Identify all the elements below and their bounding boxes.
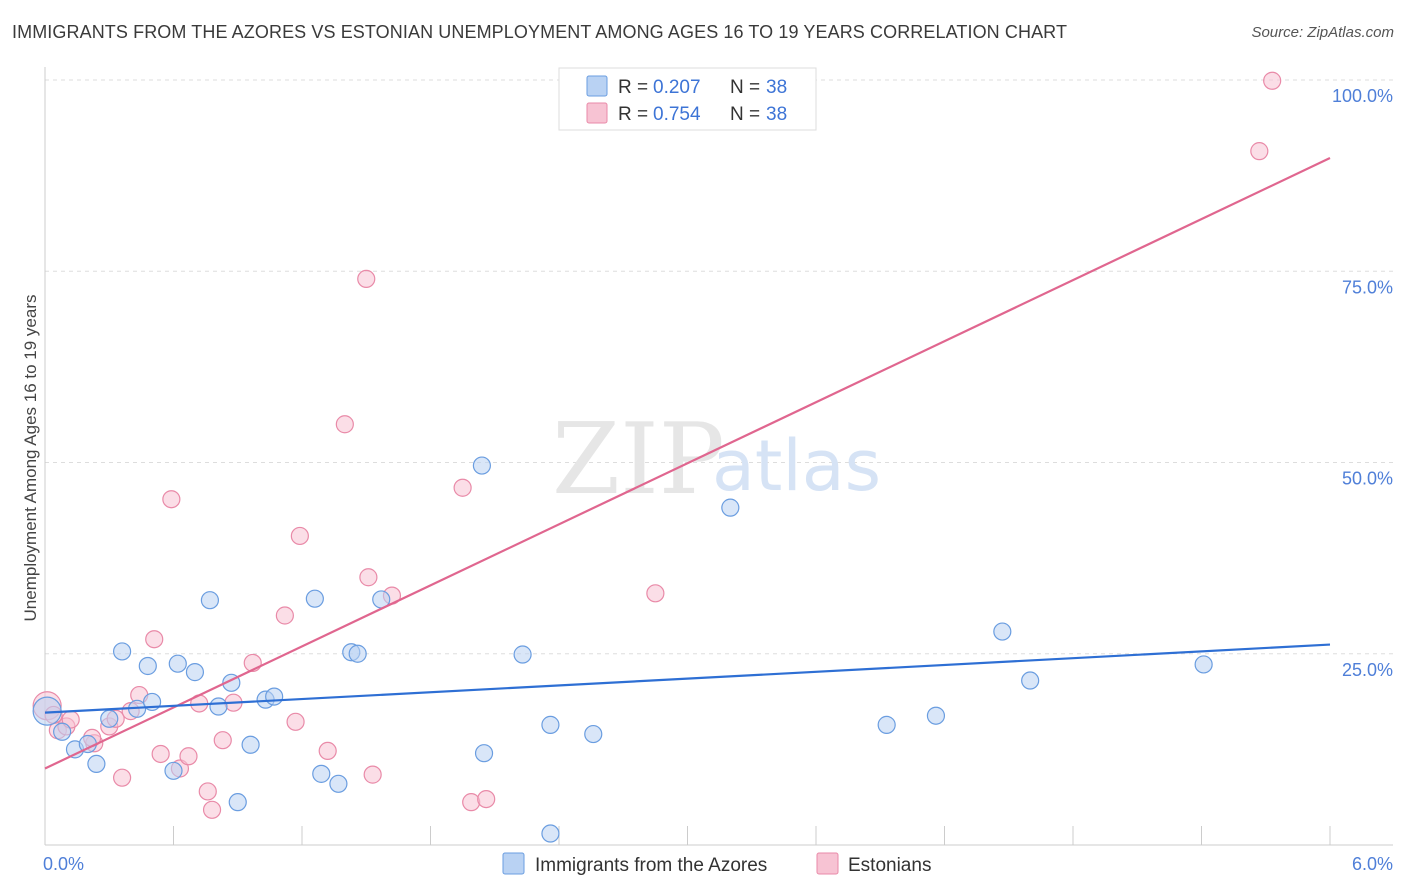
azores-point-6	[112, 642, 132, 661]
azores-point-20	[305, 589, 324, 608]
series-swatch-estonians	[816, 852, 839, 875]
estonians-point-11	[151, 744, 170, 764]
chart-title: IMMIGRANTS FROM THE AZORES VS ESTONIAN U…	[12, 22, 1068, 42]
azores-point-29	[541, 824, 560, 843]
legend-r-label-azores: R =	[618, 77, 648, 98]
azores-point-33	[877, 715, 896, 734]
legend-n-label-estonians: N =	[730, 104, 760, 125]
watermark-atlas: atlas	[712, 425, 881, 507]
azores-point-16	[228, 793, 247, 812]
estonians-point-17	[202, 800, 222, 819]
estonians-point-25	[335, 415, 354, 434]
estonians-point-31	[462, 793, 481, 812]
azores-point-5	[100, 709, 119, 728]
y-axis-label: Unemployment Among Ages 16 to 19 years	[21, 295, 40, 622]
azores-point-22	[329, 774, 348, 793]
x-tick-label-max: 6.0%	[1352, 854, 1393, 874]
azores-point-11	[168, 654, 187, 673]
y-tick-labels: 25.0% 50.0% 75.0% 100.0%	[1332, 86, 1393, 680]
azores-point-1	[53, 722, 72, 741]
x-tick-label-min: 0.0%	[43, 854, 84, 874]
azores-point-12	[185, 663, 205, 682]
azores-point-4	[87, 754, 106, 774]
correlation-legend: R = 0.207 N = 38 R = 0.754 N = 38	[558, 67, 817, 131]
estonians-point-18	[213, 731, 232, 750]
estonians-trend-line	[44, 157, 1331, 770]
azores-point-24	[348, 644, 367, 663]
estonians-point-12	[162, 490, 181, 509]
azores-point-35	[993, 622, 1012, 641]
azores-point-21	[312, 764, 331, 783]
legend-n-value-azores: 38	[766, 77, 787, 98]
y-tick-label-25: 25.0%	[1342, 660, 1393, 680]
series-legend: Immigrants from the Azores Estonians	[502, 852, 931, 876]
y-tick-label-100: 100.0%	[1332, 86, 1393, 106]
estonians-point-26	[357, 269, 376, 288]
azores-point-30	[541, 715, 560, 734]
estonians-point-14	[179, 747, 198, 766]
y-tick-label-75: 75.0%	[1342, 277, 1393, 297]
estonians-point-28	[363, 765, 382, 784]
azores-point-27	[472, 456, 491, 475]
x-axis-ticks	[44, 826, 1331, 845]
azores-point-19	[265, 687, 284, 706]
azores-point-17	[241, 735, 260, 754]
legend-n-label-azores: N =	[730, 77, 760, 98]
legend-swatch-estonians	[586, 102, 608, 124]
estonians-point-21	[275, 606, 294, 625]
azores-point-36	[1021, 671, 1040, 690]
trend-lines	[44, 157, 1331, 770]
legend-r-value-azores: 0.207	[653, 77, 701, 98]
legend-r-value-estonians: 0.754	[653, 104, 701, 125]
series-swatch-azores	[502, 852, 525, 875]
legend-swatch-azores	[586, 75, 608, 97]
estonians-point-23	[290, 526, 309, 546]
watermark-zip: ZIP	[552, 403, 725, 517]
estonians-point-16	[198, 782, 217, 801]
azores-point-14	[209, 697, 228, 716]
estonians-point-24	[318, 741, 337, 761]
legend-r-label-estonians: R =	[618, 104, 648, 125]
estonians-point-30	[453, 478, 472, 497]
azores-point-26	[474, 744, 494, 763]
estonians-point-10	[145, 630, 164, 649]
estonians-point-7	[112, 768, 132, 787]
azores-point-31	[584, 724, 603, 744]
azores-point-32	[721, 498, 740, 517]
estonians-point-33	[646, 584, 665, 603]
azores-trend-line	[44, 643, 1331, 714]
gridlines	[45, 79, 1393, 655]
series-label-azores: Immigrants from the Azores	[535, 855, 767, 876]
estonians-point-34	[1250, 142, 1269, 161]
azores-point-28	[513, 645, 532, 664]
y-tick-label-50: 50.0%	[1342, 469, 1393, 489]
estonians-point-27	[359, 568, 378, 587]
series-label-estonians: Estonians	[848, 855, 931, 876]
azores-point-37	[1194, 655, 1213, 674]
estonians-point-35	[1263, 71, 1282, 90]
azores-point-10	[164, 761, 183, 780]
legend-n-value-estonians: 38	[766, 104, 787, 125]
azores-point-34	[926, 706, 946, 725]
source-credit: Source: ZipAtlas.com	[1251, 24, 1394, 41]
estonians-point-32	[477, 789, 496, 809]
azores-point-8	[138, 656, 157, 676]
azores-points	[32, 456, 1213, 843]
estonians-point-22	[286, 712, 305, 731]
azores-point-13	[200, 591, 220, 610]
